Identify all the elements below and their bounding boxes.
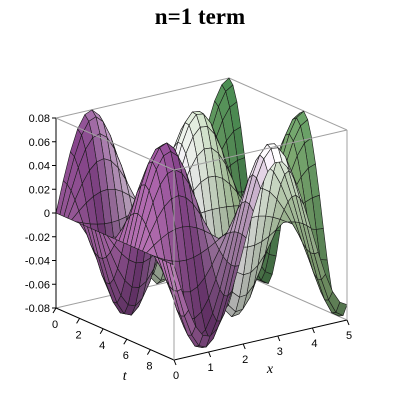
x-tick-label: 0 (173, 370, 179, 382)
x-tick (311, 327, 315, 334)
x-tick-label: 4 (311, 338, 317, 350)
x-tick-label: 5 (346, 330, 352, 342)
x-tick-label: 3 (277, 346, 283, 358)
box-edge (55, 307, 175, 361)
t-axis-title: t (123, 369, 128, 384)
surface-patch (169, 262, 182, 292)
t-tick-label: 2 (76, 329, 82, 341)
t-tick-label: 8 (146, 361, 152, 373)
box-edge (173, 129, 348, 171)
t-tick (76, 318, 81, 324)
x-axis-title: x (266, 362, 274, 377)
box-edge (55, 77, 230, 119)
surface-mesh (55, 77, 348, 348)
x-tick (242, 343, 246, 350)
box-edge (228, 77, 348, 131)
x-tick-label: 1 (208, 362, 214, 374)
x-tick (346, 319, 350, 326)
t-tick (52, 307, 57, 314)
box-edge (173, 319, 348, 361)
chart-title: n=1 term (154, 4, 246, 29)
box-edge (55, 117, 175, 171)
t-tick (146, 349, 151, 355)
z-tick-label: 0.04 (29, 161, 50, 173)
z-tick-label: -0.06 (25, 279, 50, 291)
t-tick-label: 4 (99, 340, 105, 352)
z-tick-label: 0.08 (29, 113, 50, 125)
t-tick (123, 338, 128, 345)
z-tick-label: -0.02 (25, 232, 50, 244)
z-tick-label: -0.04 (25, 256, 50, 268)
x-tick (208, 351, 212, 358)
z-tick-label: -0.08 (25, 303, 50, 315)
t-tick (99, 328, 104, 335)
x-tick-label: 2 (242, 354, 248, 366)
bounding-box-front (55, 117, 348, 361)
t-tick-label: 6 (123, 350, 129, 362)
x-tick (173, 359, 177, 366)
x-tick (277, 335, 281, 342)
z-tick-label: 0.02 (29, 184, 50, 196)
z-tick-label: 0.06 (29, 137, 50, 149)
axes: 0.080.060.040.020-0.02-0.04-0.06-0.08024… (25, 113, 352, 384)
z-tick-label: 0 (44, 208, 50, 220)
t-tick-label: 0 (52, 319, 58, 331)
